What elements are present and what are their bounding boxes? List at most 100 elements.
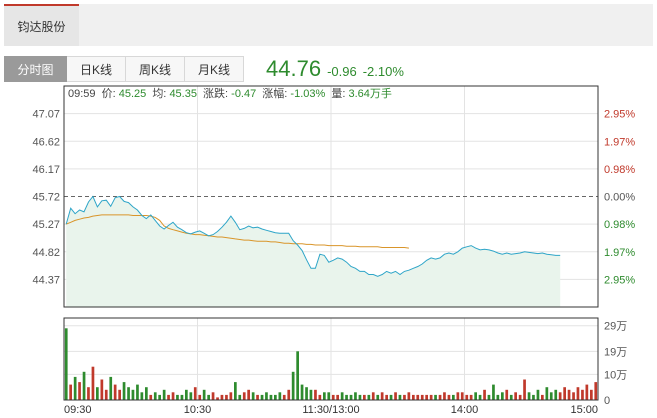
volume-bar bbox=[443, 392, 446, 400]
volume-bar bbox=[260, 394, 264, 400]
volume-bar bbox=[469, 394, 473, 400]
volume-tick-label: 29万 bbox=[604, 321, 627, 333]
volume-bar bbox=[554, 389, 558, 401]
volume-bar bbox=[576, 387, 580, 400]
info-avg: 45.35 bbox=[169, 88, 197, 100]
info-price-label: 价: bbox=[102, 87, 116, 100]
volume-bar bbox=[265, 392, 268, 400]
volume-bar bbox=[211, 392, 215, 400]
price-line bbox=[65, 195, 561, 277]
y-pct-label: 1.97% bbox=[604, 136, 635, 148]
x-tick-label: 11:30/13:00 bbox=[302, 404, 359, 416]
volume-bar bbox=[189, 392, 193, 400]
volume-bar bbox=[545, 387, 549, 400]
volume-bar bbox=[536, 389, 540, 401]
volume-bar bbox=[349, 394, 353, 400]
volume-bar bbox=[78, 382, 81, 400]
info-avg-label: 均: bbox=[152, 87, 166, 100]
volume-bar bbox=[358, 394, 362, 400]
y-axis-left: 47.07 46.62 46.17 45.72 45.27 44.82 44.37 bbox=[32, 109, 60, 287]
tab-monthly-kline[interactable]: 月K线 bbox=[185, 56, 244, 82]
volume-bar bbox=[131, 389, 135, 401]
volume-bar bbox=[509, 394, 513, 400]
volume-tick-label: 19万 bbox=[604, 346, 627, 358]
info-amplitude-label: 涨幅: bbox=[262, 87, 287, 100]
volume-bar bbox=[496, 394, 500, 400]
volume-bar bbox=[287, 389, 291, 401]
volume-grid bbox=[63, 318, 599, 400]
y-tick-label: 45.72 bbox=[32, 192, 60, 204]
volume-bar bbox=[82, 371, 86, 400]
volume-bar bbox=[385, 394, 388, 400]
info-change: -0.47 bbox=[231, 88, 256, 100]
x-tick-label: 09:30 bbox=[64, 404, 92, 416]
volume-bar bbox=[585, 384, 589, 400]
volume-bar bbox=[238, 394, 242, 400]
quote: 44.76 -0.96 -2.10% bbox=[266, 56, 410, 82]
volume-bar bbox=[438, 394, 442, 400]
volume-bar bbox=[371, 392, 375, 400]
info-change-label: 涨跌: bbox=[203, 86, 228, 100]
volume-bar bbox=[394, 392, 397, 400]
info-bar: 09:59 价: 45.25 均: 45.35 涨跌: -0.47 涨幅: -1… bbox=[68, 86, 392, 100]
volume-bar bbox=[452, 394, 455, 400]
y-tick-label: 46.17 bbox=[32, 164, 60, 176]
volume-bar bbox=[91, 366, 95, 400]
volume-bar bbox=[465, 394, 469, 400]
volume-bar bbox=[242, 392, 246, 400]
volume-bar bbox=[229, 392, 233, 400]
info-time: 09:59 bbox=[68, 88, 96, 100]
volume-bar bbox=[398, 394, 402, 400]
tab-intraday[interactable]: 分时图 bbox=[4, 56, 67, 82]
volume-bar bbox=[407, 392, 411, 400]
tab-daily-kline[interactable]: 日K线 bbox=[67, 56, 126, 82]
volume-bar bbox=[251, 392, 255, 400]
volume-bar bbox=[336, 394, 339, 400]
volume-bar bbox=[501, 392, 504, 400]
period-tabs: 分时图 日K线 周K线 月K线 bbox=[4, 56, 244, 82]
volume-bar bbox=[305, 387, 308, 400]
volume-tick-label: 0 bbox=[604, 395, 610, 407]
volume-bar bbox=[216, 397, 219, 400]
volume-bar bbox=[180, 394, 184, 400]
y-tick-label: 44.82 bbox=[32, 247, 60, 259]
y-pct-label: 2.95% bbox=[604, 274, 635, 286]
volume-bar bbox=[518, 394, 522, 400]
volume-bar bbox=[532, 394, 535, 400]
volume-bar bbox=[563, 387, 566, 400]
y-pct-label: 0.98% bbox=[604, 164, 635, 176]
volume-bars bbox=[64, 328, 598, 401]
volume-bar bbox=[96, 387, 99, 400]
y-tick-label: 46.62 bbox=[32, 136, 60, 148]
volume-bar bbox=[363, 394, 366, 400]
volume-bar bbox=[527, 392, 531, 400]
volume-bar bbox=[492, 384, 495, 400]
volume-bar bbox=[247, 389, 250, 401]
volume-bar bbox=[207, 394, 210, 400]
volume-bar bbox=[149, 394, 153, 400]
volume-bar bbox=[581, 389, 584, 401]
volume-bar bbox=[171, 392, 175, 400]
volume-bar bbox=[549, 392, 553, 400]
last-price: 44.76 bbox=[266, 56, 322, 81]
volume-bar bbox=[594, 382, 598, 400]
volume-bar bbox=[420, 394, 424, 400]
volume-bar bbox=[193, 387, 197, 400]
volume-bar bbox=[340, 392, 344, 400]
volume-bar bbox=[429, 394, 433, 400]
volume-bar bbox=[167, 394, 170, 400]
y-pct-label: 1.97% bbox=[604, 247, 635, 259]
tab-weekly-kline[interactable]: 周K线 bbox=[126, 56, 185, 82]
volume-bar bbox=[274, 394, 277, 400]
volume-bar bbox=[136, 384, 139, 400]
volume-bar bbox=[291, 371, 295, 400]
volume-bar bbox=[367, 394, 371, 400]
stock-tab[interactable]: 钧达股份 bbox=[4, 4, 79, 46]
volume-bar bbox=[309, 389, 313, 401]
volume-bar bbox=[127, 387, 130, 400]
volume-bar bbox=[318, 394, 322, 400]
volume-bar bbox=[514, 392, 517, 400]
volume-bar bbox=[523, 379, 526, 400]
volume-bar bbox=[487, 394, 491, 400]
